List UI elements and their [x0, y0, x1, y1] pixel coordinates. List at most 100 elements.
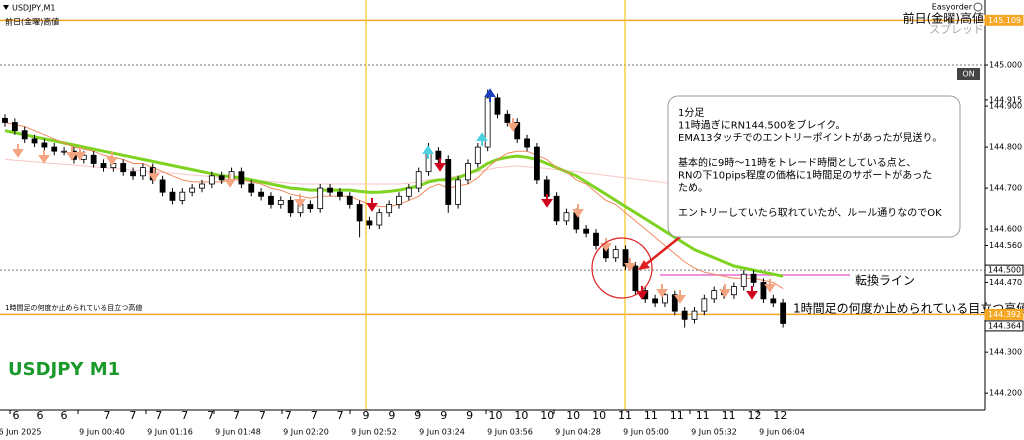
signal-arrow [366, 198, 378, 212]
candle-body [130, 171, 136, 177]
x-tick-label: 9 Jun 03:56 [487, 428, 533, 437]
candle-body [307, 204, 314, 210]
candle-body [514, 122, 521, 140]
candle-body [21, 130, 28, 140]
candle-body [740, 273, 747, 287]
x-tick-label: 9 Jun 05:32 [691, 428, 737, 437]
symbol: USDJPY,M1 [12, 4, 56, 13]
day-label: 10 [540, 409, 554, 422]
candle-body [760, 282, 767, 300]
indicator-line [4, 158, 784, 196]
y-tick-label: 144.700 [989, 184, 1022, 193]
candle-body [780, 302, 787, 324]
signal-arrow [507, 118, 519, 132]
turn-line-label: 転換ライン [855, 274, 915, 288]
day-label: 9 [363, 409, 370, 422]
candle-body [583, 228, 590, 234]
candle-body [139, 167, 146, 177]
day-label: 10 [566, 409, 580, 422]
candle-body [199, 183, 205, 189]
signal-arrow [74, 147, 86, 161]
callout-text: ため。 [678, 182, 708, 194]
on-button[interactable] [957, 68, 980, 80]
candle-body [376, 212, 383, 226]
day-label: 9 [414, 409, 421, 422]
candle-body [681, 310, 688, 320]
signal-arrow [572, 204, 584, 218]
candle-body [169, 191, 176, 201]
candle-body [258, 191, 265, 197]
candle-body [524, 138, 530, 148]
day-label: 12 [773, 409, 787, 422]
x-tick-label: 6 Jun 2025 [0, 428, 42, 437]
candle-body [11, 122, 18, 132]
candle-body [415, 171, 422, 189]
candle-body [563, 212, 570, 222]
candle-body [287, 199, 294, 214]
x-tick-label: 9 Jun 06:04 [759, 428, 805, 437]
day-label: 11 [722, 409, 736, 422]
candle-body [208, 175, 215, 185]
on-button-label[interactable]: ON [962, 70, 974, 79]
candle-body [504, 113, 511, 123]
signal-arrow [674, 290, 686, 304]
signal-arrow [764, 279, 776, 293]
candle-body [750, 273, 757, 283]
y-tick-label: 144.900 [989, 102, 1022, 111]
y-tick-label: 144.300 [989, 348, 1022, 357]
price-tag-label: 145.109 [988, 16, 1021, 25]
candle-body [268, 195, 274, 205]
top-left-note: 前日(金曜)高値 [5, 17, 59, 27]
day-label: 7 [337, 409, 344, 422]
x-tick-label: 9 Jun 02:52 [351, 428, 397, 437]
signal-arrow [422, 145, 434, 159]
plot [2, 88, 787, 328]
candle-body [2, 117, 8, 123]
price-tag-label: 144.364 [988, 321, 1021, 330]
day-label: 7 [259, 409, 266, 422]
candle-body [336, 191, 343, 197]
day-label: 7 [311, 409, 318, 422]
callout-arrowhead [638, 260, 650, 270]
candle-body [327, 187, 333, 193]
y-tick-label: 144.800 [989, 143, 1022, 152]
day-label: 10 [592, 409, 606, 422]
x-tick-label: 9 Jun 01:16 [147, 428, 193, 437]
day-label: 11 [618, 409, 632, 422]
x-tick-label: 9 Jun 00:40 [79, 428, 125, 437]
day-label: 7 [104, 409, 111, 422]
candle-body [622, 249, 629, 267]
day-label: 10 [489, 409, 503, 422]
candle-body [770, 298, 777, 304]
candle-body [31, 138, 38, 144]
high-label-small: 1時間足の何度か止められている目立つ高値 [5, 303, 142, 312]
signal-arrow [476, 132, 488, 146]
y-tick-label: 144.915 [989, 95, 1022, 104]
candle-body [652, 298, 658, 304]
callout-text: EMA13タッチでのエントリーポイントがあったが見送り。 [678, 131, 942, 144]
candle-body [356, 204, 363, 222]
day-label: 7 [129, 409, 136, 422]
candle-body [671, 294, 678, 312]
x-tick-label: 9 Jun 01:48 [215, 428, 261, 437]
candle-body [346, 195, 353, 205]
candle-body [474, 146, 481, 164]
callout-text: 基本的に9時～11時をトレード時間としている点と、 [678, 156, 916, 169]
candle-body [277, 199, 284, 205]
candle-body [465, 163, 471, 181]
candle-body [51, 146, 58, 152]
highlight-circle [591, 237, 653, 299]
signal-arrow [294, 194, 306, 208]
signal-arrow [106, 152, 118, 166]
y-tick-label: 144.600 [989, 225, 1022, 234]
indicator-line [4, 122, 784, 290]
top-right-note: 前日(金曜)高値 [903, 11, 984, 26]
callout-text: RNの下10pips程度の価格に1時間足のサポートがあった [678, 169, 932, 182]
candle-body [632, 265, 639, 292]
candle-body [120, 163, 127, 173]
candle-body [731, 286, 737, 296]
signal-arrow [746, 286, 758, 300]
candle-body [593, 232, 599, 246]
y-tick-label: 145.000 [989, 61, 1022, 70]
